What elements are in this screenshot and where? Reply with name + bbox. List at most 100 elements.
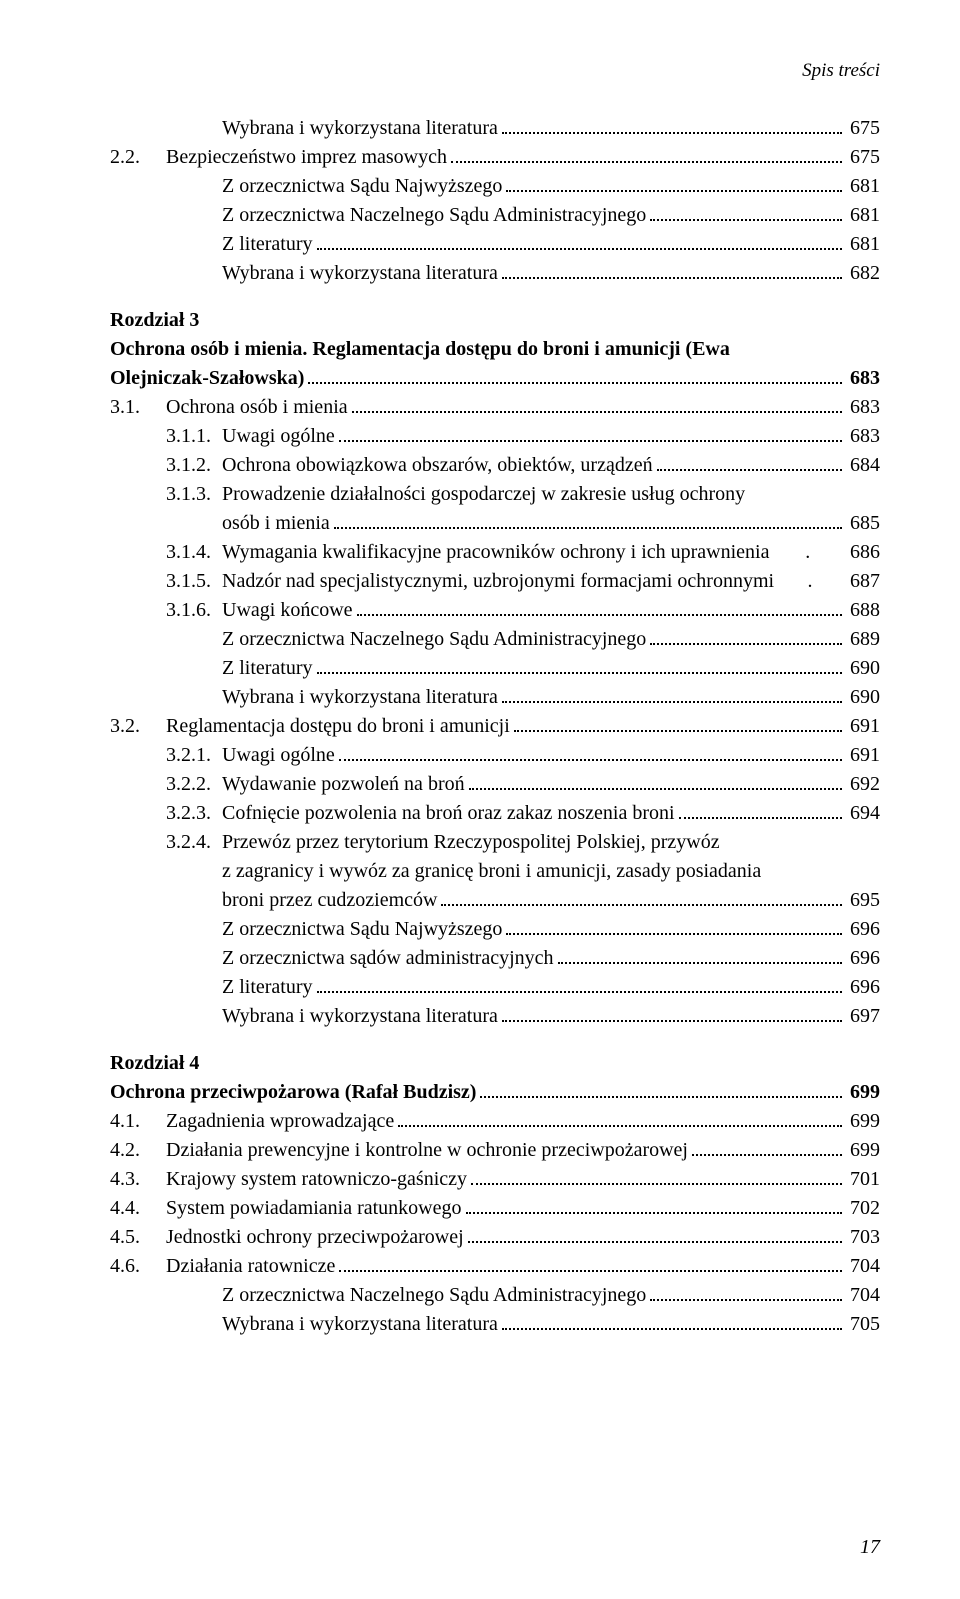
- dot-leader: [308, 371, 842, 384]
- toc-text: Wymagania kwalifikacyjne pracowników och…: [222, 541, 770, 563]
- toc-number: 4.2.: [110, 1136, 166, 1165]
- dot-leader: [657, 458, 842, 471]
- toc-label: Z orzecznictwa Sądu Najwyższego: [222, 172, 502, 201]
- toc-page-number: 683: [846, 422, 880, 451]
- toc-page-number: 694: [846, 799, 880, 828]
- toc-text: Z orzecznictwa Sądu Najwyższego: [222, 918, 502, 940]
- dot-leader: [650, 1288, 842, 1301]
- toc-entry: 3.2.2.Wydawanie pozwoleń na broń692: [110, 770, 880, 799]
- toc-entry: 3.1.4.Wymagania kwalifikacyjne pracownik…: [110, 538, 880, 567]
- toc-page-number: 683: [846, 393, 880, 422]
- toc-label: Wybrana i wykorzystana literatura: [222, 259, 498, 288]
- toc-text: Ochrona osób i mienia: [166, 396, 348, 418]
- toc-text: Cofnięcie pozwolenia na broń oraz zakaz …: [222, 802, 675, 824]
- toc-page-number: 696: [846, 973, 880, 1002]
- toc-text: Działania ratownicze: [166, 1255, 335, 1277]
- toc-entry: Z literatury 681: [110, 230, 880, 259]
- toc-entry: 4.1.Zagadnienia wprowadzające699: [110, 1107, 880, 1136]
- toc-entry: Wybrana i wykorzystana literatura697: [110, 1002, 880, 1031]
- toc-entry: Ochrona przeciwpożarowa (Rafał Budzisz) 6…: [110, 1078, 880, 1107]
- toc-label: Z orzecznictwa sądów administracyjnych: [222, 944, 554, 973]
- toc-entry: 4.4.System powiadamiania ratunkowego702: [110, 1194, 880, 1223]
- toc-number: 4.6.: [110, 1252, 166, 1281]
- chapter-subheading: Ochrona osób i mienia. Reglamentacja dos…: [110, 335, 880, 364]
- toc-page-number: 704: [846, 1252, 880, 1281]
- toc-entry: Z orzecznictwa Sądu Najwyższego696: [110, 915, 880, 944]
- toc-text: Jednostki ochrony przeciwpożarowej: [166, 1226, 464, 1248]
- toc-text: Prowadzenie działalności gospodarczej w …: [222, 480, 880, 509]
- toc-number: 4.3.: [110, 1165, 166, 1194]
- toc-label: Wybrana i wykorzystana literatura: [222, 114, 498, 143]
- toc-text: Ochrona obowiązkowa obszarów, obiektów, …: [222, 454, 653, 476]
- toc-entry: 3.1.Ochrona osób i mienia 683: [110, 393, 880, 422]
- toc-text: Z orzecznictwa Naczelnego Sądu Administr…: [222, 628, 646, 650]
- toc-number: 3.1.5.: [166, 567, 222, 596]
- dot-leader: [558, 951, 842, 964]
- toc-text: Przewóz przez terytorium Rzeczypospolite…: [222, 828, 880, 857]
- dot-leader: [334, 516, 842, 529]
- toc-label: 3.2.Reglamentacja dostępu do broni i amu…: [110, 712, 510, 741]
- toc-label: 3.2.3.Cofnięcie pozwolenia na broń oraz …: [166, 799, 675, 828]
- dot-leader: [339, 429, 842, 442]
- toc-label: 3.1.1.Uwagi ogólne: [166, 422, 335, 451]
- dot-leader: [398, 1114, 842, 1127]
- toc-page-number: 699: [846, 1136, 880, 1165]
- toc-entry: 3.2.3.Cofnięcie pozwolenia na broń oraz …: [110, 799, 880, 828]
- toc-entry: Z orzecznictwa Naczelnego Sądu Administr…: [110, 201, 880, 230]
- dot-leader: [317, 237, 842, 250]
- toc-text: Z literatury: [222, 233, 313, 255]
- toc-text: Nadzór nad specjalistycznymi, uzbrojonym…: [222, 570, 774, 592]
- toc-label: Z orzecznictwa Naczelnego Sądu Administr…: [222, 201, 646, 230]
- toc-page-number: 699: [846, 1078, 880, 1107]
- toc-page-number: 689: [846, 625, 880, 654]
- toc-text: Z orzecznictwa Naczelnego Sądu Administr…: [222, 1284, 646, 1306]
- toc-label: 3.1.4.Wymagania kwalifikacyjne pracownik…: [166, 538, 770, 567]
- dot-leader: [502, 121, 842, 134]
- toc-label: Z literatury: [222, 230, 313, 259]
- toc-page-number: 683: [846, 364, 880, 393]
- dot-leader: [352, 400, 842, 413]
- dot-leader: [468, 1230, 842, 1243]
- toc-page-number: 690: [846, 683, 880, 712]
- toc-text: Z orzecznictwa sądów administracyjnych: [222, 947, 554, 969]
- toc-number: 3.2.1.: [166, 741, 222, 770]
- toc-number: 3.2.3.: [166, 799, 222, 828]
- chapter-heading: Rozdział 3: [110, 306, 880, 335]
- dot-leader: [357, 603, 842, 616]
- toc-text: Olejniczak-Szałowska): [110, 367, 304, 389]
- toc-entry: Z literatury696: [110, 973, 880, 1002]
- toc-number: 4.4.: [110, 1194, 166, 1223]
- toc-entry: 4.5.Jednostki ochrony przeciwpożarowej70…: [110, 1223, 880, 1252]
- running-header: Spis treści: [110, 60, 880, 82]
- toc-text: Zagadnienia wprowadzające: [166, 1110, 394, 1132]
- dot-leader: [502, 690, 842, 703]
- toc-number: 4.5.: [110, 1223, 166, 1252]
- toc-text: Z orzecznictwa Naczelnego Sądu Administr…: [222, 204, 646, 226]
- toc-label: 3.2.1.Uwagi ogólne: [166, 741, 335, 770]
- toc-entry: 3.2.Reglamentacja dostępu do broni i amu…: [110, 712, 880, 741]
- toc-entry: osób i mienia685: [110, 509, 880, 538]
- toc-page-number: 681: [846, 230, 880, 259]
- toc-entry: Z orzecznictwa Sądu Najwyższego681: [110, 172, 880, 201]
- toc-entry: 3.1.1.Uwagi ogólne 683: [110, 422, 880, 451]
- toc-text: Bezpieczeństwo imprez masowych: [166, 146, 447, 168]
- dot-leader: [471, 1172, 842, 1185]
- toc-entry: Wybrana i wykorzystana literatura 682: [110, 259, 880, 288]
- toc-label: Wybrana i wykorzystana literatura: [222, 683, 498, 712]
- toc-page-number: 692: [846, 770, 880, 799]
- dot-leader: [469, 777, 842, 790]
- toc-text: Wybrana i wykorzystana literatura: [222, 686, 498, 708]
- toc-number: 3.1.: [110, 393, 166, 422]
- toc-text: Wybrana i wykorzystana literatura: [222, 117, 498, 139]
- toc-page-number: 696: [846, 944, 880, 973]
- toc-number: 4.1.: [110, 1107, 166, 1136]
- toc-page-number: 701: [846, 1165, 880, 1194]
- toc-page-number: 697: [846, 1002, 880, 1031]
- toc-number: 3.1.6.: [166, 596, 222, 625]
- toc-text: Wybrana i wykorzystana literatura: [222, 1313, 498, 1335]
- dot-leader: [506, 179, 842, 192]
- toc-text: Z orzecznictwa Sądu Najwyższego: [222, 175, 502, 197]
- dot-leader: [451, 150, 842, 163]
- toc-page-number: 682: [846, 259, 880, 288]
- toc-text: Ochrona przeciwpożarowa (Rafał Budzisz): [110, 1081, 476, 1103]
